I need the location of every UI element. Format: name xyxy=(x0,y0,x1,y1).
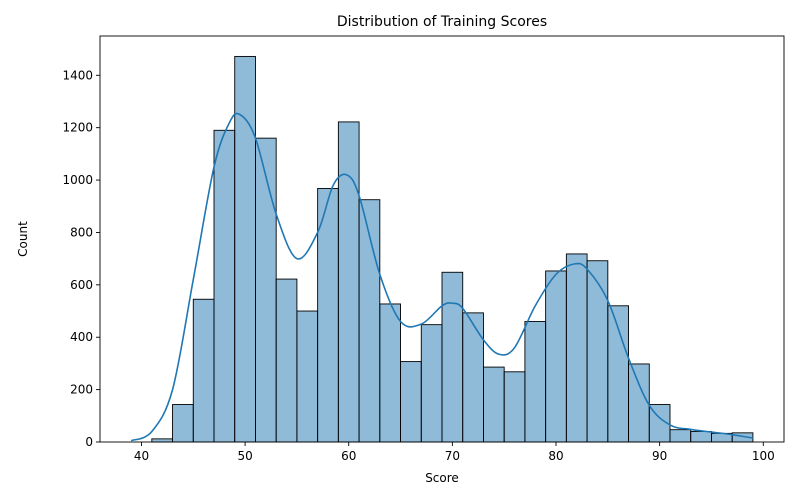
y-tick-label: 200 xyxy=(70,383,93,397)
histogram-bar xyxy=(400,361,422,443)
y-tick-label: 800 xyxy=(70,225,93,239)
histogram-bars xyxy=(151,55,754,443)
x-tick-label: 70 xyxy=(445,449,460,463)
histogram-bar xyxy=(441,271,464,443)
y-tick-label: 400 xyxy=(70,330,93,344)
kde-curve xyxy=(130,112,754,442)
histogram-bar xyxy=(565,253,588,443)
histogram-bar xyxy=(503,371,526,443)
x-tick-label: 60 xyxy=(341,449,356,463)
plot-frame xyxy=(99,35,785,443)
histogram-bar xyxy=(192,298,215,443)
x-tick-label: 50 xyxy=(237,449,252,463)
y-axis-label: Count xyxy=(16,221,30,257)
histogram-bar xyxy=(255,137,277,443)
y-axis-ticks: 0 200 400 600 800 1000 1200 1400 xyxy=(62,68,100,449)
histogram-bar xyxy=(690,431,712,443)
histogram-bar xyxy=(483,366,505,443)
y-tick-label: 0 xyxy=(85,435,93,449)
x-tick-label: 90 xyxy=(652,449,667,463)
x-axis-ticks: 40 50 60 70 80 90 100 xyxy=(134,442,775,463)
histogram-bar xyxy=(213,129,236,443)
histogram-bar xyxy=(586,260,609,443)
histogram-bar xyxy=(379,303,401,443)
histogram-bar xyxy=(420,324,443,443)
histogram-bar xyxy=(545,270,567,443)
x-tick-label: 40 xyxy=(134,449,149,463)
histogram-bar xyxy=(669,429,692,443)
y-tick-label: 1400 xyxy=(62,68,93,82)
y-tick-label: 600 xyxy=(70,278,93,292)
histogram-bar xyxy=(628,363,650,443)
histogram-bar xyxy=(337,121,360,443)
histogram-bar xyxy=(151,438,173,443)
histogram-bar xyxy=(172,404,194,443)
x-tick-label: 100 xyxy=(752,449,775,463)
x-tick-label: 80 xyxy=(548,449,563,463)
histogram-bar xyxy=(462,312,484,443)
chart-title: Distribution of Training Scores xyxy=(337,14,547,30)
y-tick-label: 1000 xyxy=(62,173,93,187)
histogram-bar xyxy=(296,310,319,443)
histogram-bar xyxy=(524,321,547,443)
y-tick-label: 1200 xyxy=(62,121,93,135)
x-axis-label: Score xyxy=(425,471,459,485)
histogram-bar xyxy=(275,278,298,443)
